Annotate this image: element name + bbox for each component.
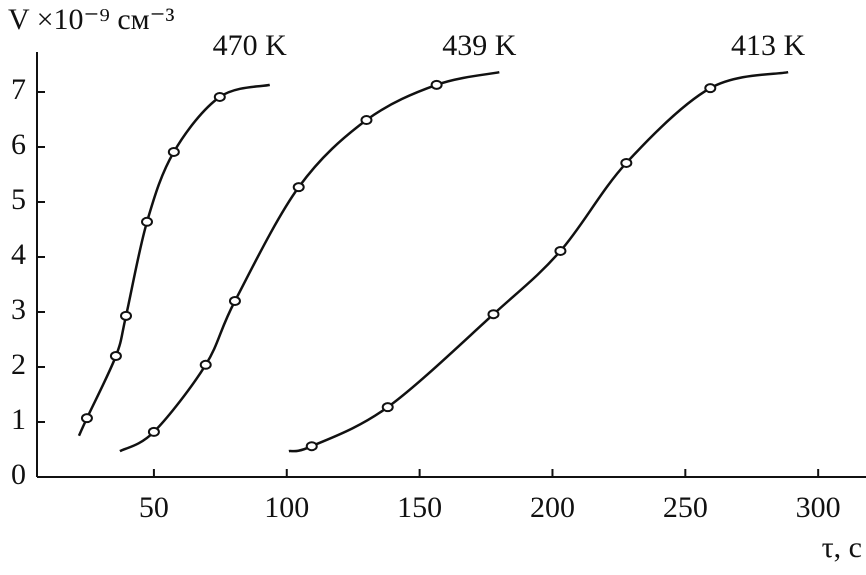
x-axis-label: τ, с (822, 531, 862, 564)
marker (360, 115, 373, 126)
x-tick-label: 50 (139, 491, 169, 524)
marker (80, 413, 93, 424)
marker (141, 216, 154, 227)
marker (381, 402, 394, 413)
marker (228, 296, 241, 306)
y-axis-label: V ×10⁻⁹ см⁻³ (8, 3, 174, 36)
marker (292, 182, 305, 193)
marker (147, 426, 160, 437)
y-tick-label: 5 (11, 183, 26, 216)
y-tick-label: 3 (11, 293, 26, 326)
marker (109, 351, 122, 361)
x-tick-label: 300 (796, 491, 841, 524)
marker (620, 157, 633, 168)
y-tick-label: 2 (11, 348, 26, 381)
curve (119, 70, 500, 453)
y-tick-label: 7 (11, 73, 26, 106)
series-label: 470 K (213, 29, 288, 62)
x-tick-label: 100 (264, 491, 309, 524)
series-label: 439 K (442, 29, 517, 62)
marker (487, 309, 500, 320)
marker (199, 359, 212, 370)
x-tick-label: 200 (530, 491, 575, 524)
series-label: 413 K (731, 29, 806, 62)
marker (213, 91, 226, 102)
marker (305, 441, 318, 452)
curve (288, 70, 789, 453)
curve (77, 83, 271, 437)
marker (120, 310, 133, 321)
marker (430, 79, 443, 90)
x-tick-label: 150 (397, 491, 442, 524)
marker (704, 83, 717, 94)
y-tick-label: 6 (11, 128, 26, 161)
x-tick-label: 250 (663, 491, 708, 524)
marker (167, 146, 180, 157)
y-tick-label: 4 (11, 238, 26, 271)
y-tick-label: 0 (11, 458, 26, 491)
marker (554, 245, 567, 256)
y-tick-label: 1 (11, 403, 26, 436)
